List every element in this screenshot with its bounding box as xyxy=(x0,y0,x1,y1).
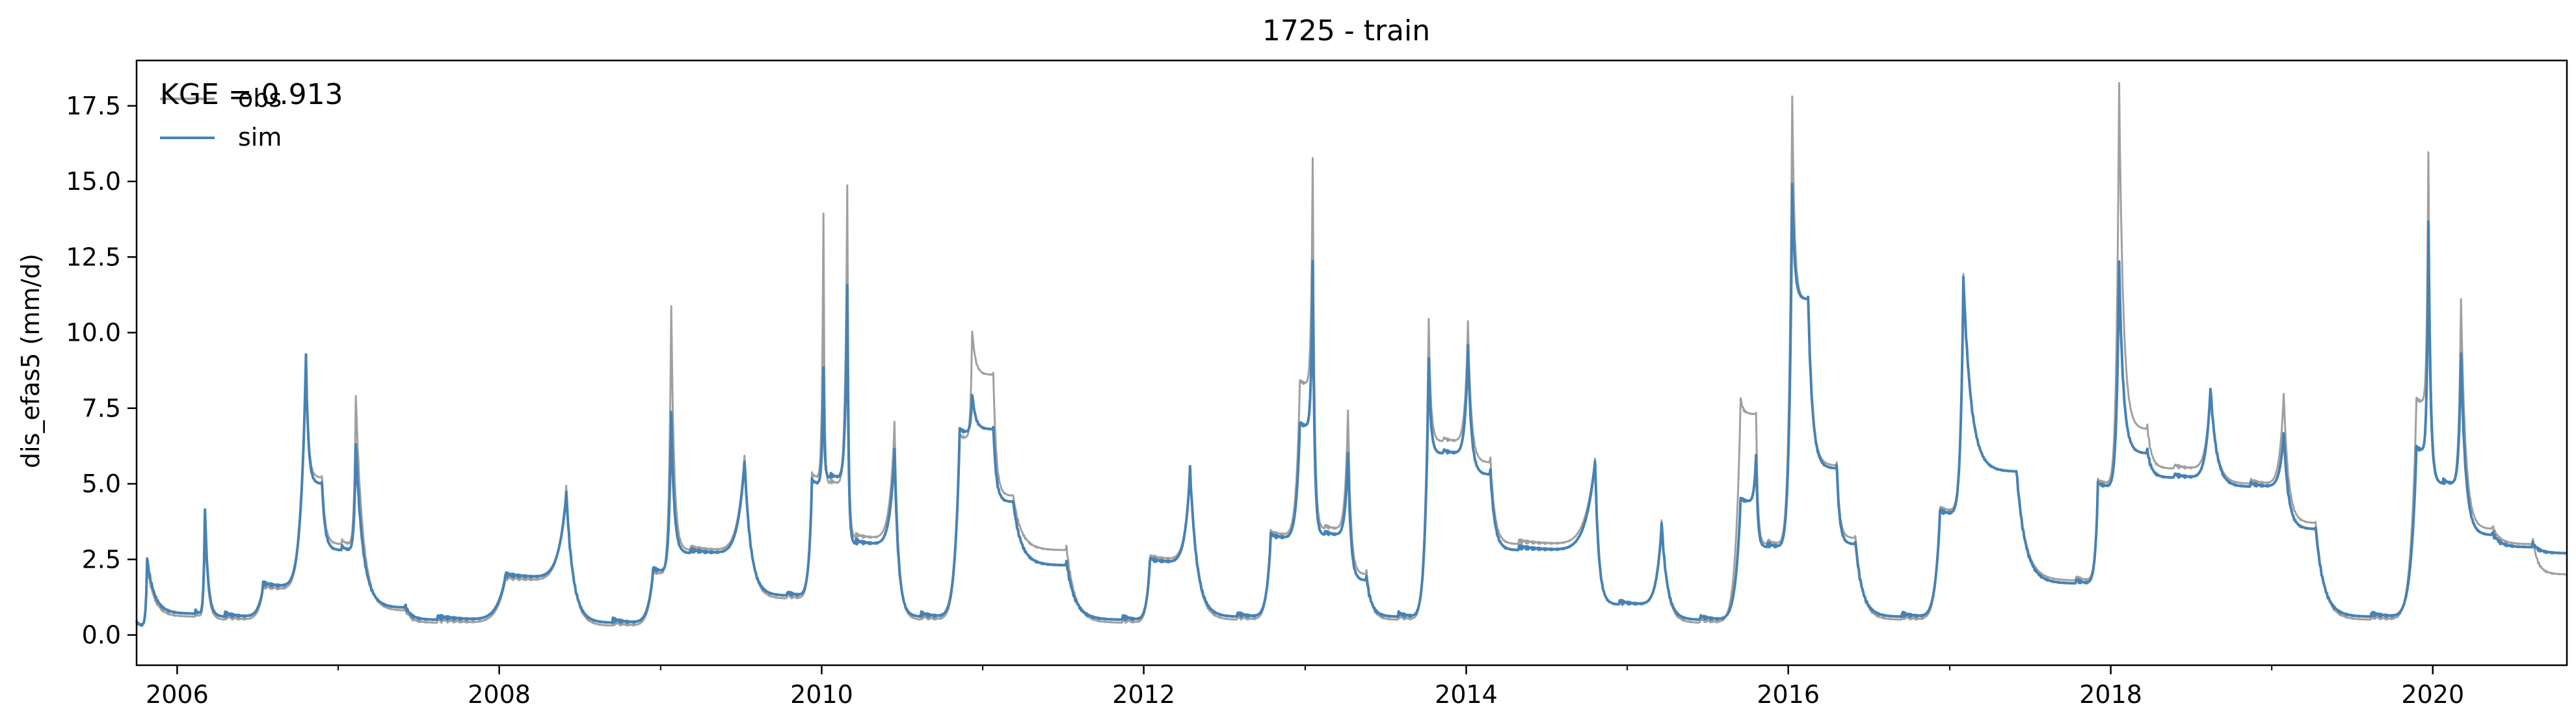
y-tick-label: 12.5 xyxy=(66,243,121,271)
x-tick-label: 2018 xyxy=(2079,680,2142,709)
x-tick-label: 2020 xyxy=(2401,680,2464,709)
legend-label-obs: obs xyxy=(238,84,282,112)
plot-frame xyxy=(135,59,2568,667)
x-tick-label: 2010 xyxy=(790,680,853,709)
x-tick-label: 2016 xyxy=(1757,680,1820,709)
y-tick-label: 2.5 xyxy=(82,545,121,574)
x-tick-label: 2012 xyxy=(1112,680,1175,709)
y-tick-label: 5.0 xyxy=(82,469,121,498)
series-line-sim xyxy=(135,183,2568,628)
x-tick-label: 2006 xyxy=(146,680,209,709)
y-tick-label: 17.5 xyxy=(66,92,121,120)
series-layer xyxy=(135,82,2568,628)
x-tick-label: 2014 xyxy=(1435,680,1498,709)
x-tick-label: 2008 xyxy=(468,680,531,709)
chart-title: 1725 - train xyxy=(1262,14,1430,47)
legend: obs sim xyxy=(160,84,282,152)
y-tick-label: 7.5 xyxy=(82,394,121,423)
y-tick-label: 15.0 xyxy=(66,167,121,196)
y-axis: 0.0 2.5 5.0 7.5 10.0 12.5 15.0 17.5 xyxy=(66,92,137,650)
kge-annotation: KGE = 0.913 xyxy=(160,78,343,111)
y-axis-label: dis_efas5 (mm/d) xyxy=(16,254,45,468)
y-tick-label: 0.0 xyxy=(82,621,121,650)
x-axis: 2006 2008 2010 2012 2014 2016 2018 2020 xyxy=(146,665,2464,709)
y-tick-label: 10.0 xyxy=(66,319,121,347)
plot-area xyxy=(135,59,2568,667)
legend-label-sim: sim xyxy=(238,123,282,152)
